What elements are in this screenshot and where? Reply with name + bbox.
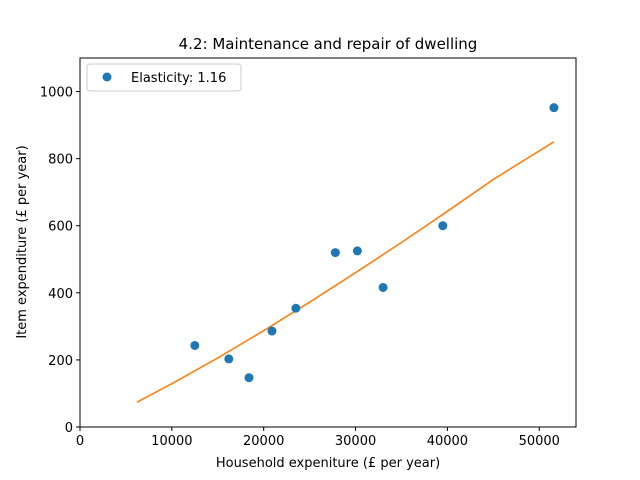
y-tick-label: 1000	[40, 86, 73, 101]
y-axis-label: Item expenditure (£ per year)	[15, 145, 30, 338]
y-tick-label: 800	[48, 153, 73, 168]
legend-label: Elasticity: 1.16	[131, 71, 226, 86]
data-point	[378, 282, 388, 292]
data-point	[291, 303, 301, 313]
y-tick-label: 600	[48, 220, 73, 235]
points-layer	[190, 103, 559, 383]
data-point	[244, 373, 254, 383]
y-tick-label: 400	[48, 287, 73, 302]
x-tick-label: 40000	[427, 434, 468, 449]
data-point	[267, 326, 277, 336]
x-axis-label: Household expeniture (£ per year)	[216, 456, 440, 471]
y-tick-label: 200	[48, 354, 73, 369]
axes-frame	[79, 57, 577, 428]
x-tick-label: 10000	[151, 434, 192, 449]
data-point	[549, 103, 559, 113]
x-tick-label: 50000	[519, 434, 560, 449]
x-tick-label: 20000	[243, 434, 284, 449]
x-axis: 0 10000 20000 30000 40000 50000	[76, 427, 560, 449]
data-point	[330, 248, 340, 258]
legend-marker	[102, 72, 112, 82]
chart-title: 4.2: Maintenance and repair of dwelling	[179, 35, 478, 53]
legend: Elasticity: 1.16	[86, 63, 242, 92]
fit-line-layer	[136, 141, 555, 403]
data-point	[438, 221, 448, 231]
fit-line	[136, 141, 555, 403]
y-tick-label: 0	[65, 421, 73, 436]
legend-box	[86, 63, 242, 92]
x-tick-label: 30000	[335, 434, 376, 449]
data-point	[224, 354, 234, 364]
data-point	[190, 340, 200, 350]
data-point	[352, 246, 362, 256]
y-axis: 0 200 400 600 800 1000	[40, 86, 80, 436]
x-tick-label: 0	[76, 434, 84, 449]
